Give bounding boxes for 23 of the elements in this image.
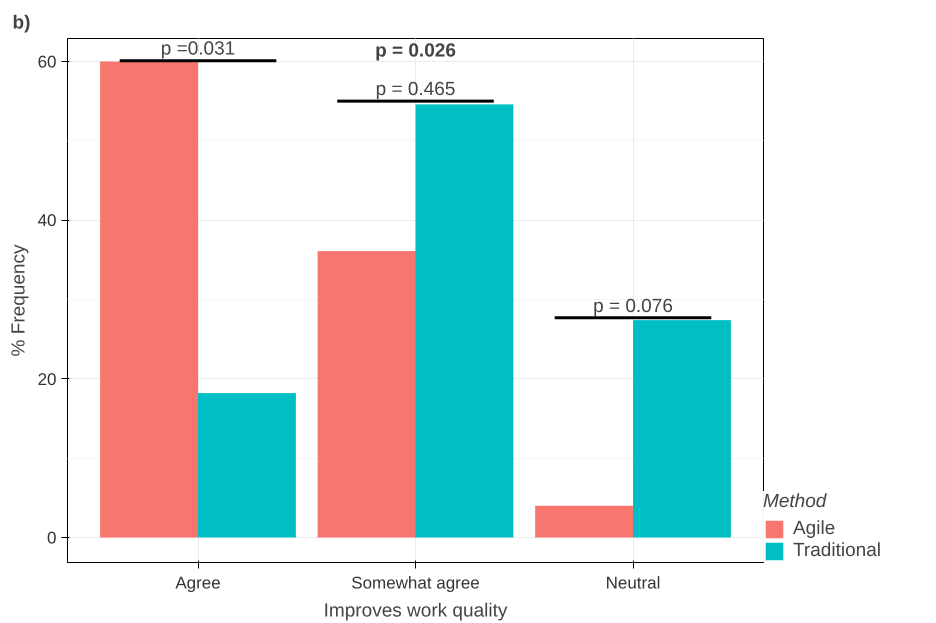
y-axis-title: % Frequency — [8, 244, 30, 356]
x-tick-label: Somewhat agree — [351, 574, 480, 592]
annotation: p = 0.076 — [593, 296, 673, 317]
y-tick-label: 40 — [38, 211, 57, 230]
bar — [198, 393, 296, 538]
bar — [535, 506, 633, 538]
y-tick-label: 20 — [38, 370, 57, 389]
annotation: p =0.031 — [160, 38, 236, 60]
chart-title: b) — [12, 12, 30, 34]
bar — [318, 251, 416, 538]
legend-label: Traditional — [793, 540, 882, 562]
x-axis-title: Improves work quality — [324, 600, 508, 622]
y-tick-label: 0 — [47, 528, 57, 548]
annotation: p = 0.465 — [376, 79, 456, 100]
legend-title: Method — [763, 491, 828, 513]
legend-label: Agile — [793, 518, 836, 540]
bar — [416, 104, 514, 538]
x-tick-label: Neutral — [606, 574, 660, 592]
bar — [633, 320, 731, 538]
annotation: p = 0.026 — [375, 40, 456, 62]
bar — [100, 62, 198, 538]
x-tick-label: Agree — [175, 574, 221, 592]
y-tick-label: 60 — [38, 52, 57, 72]
